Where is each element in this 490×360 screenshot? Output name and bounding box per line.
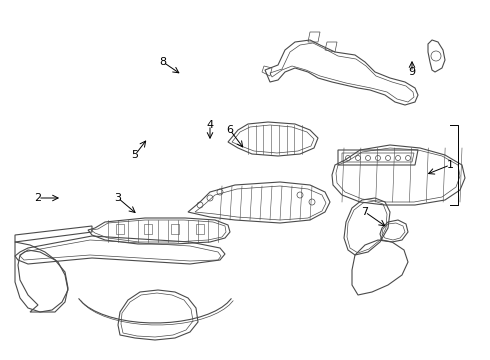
Text: 4: 4 [206, 120, 214, 130]
Text: 2: 2 [34, 193, 42, 203]
Text: 6: 6 [226, 125, 234, 135]
Bar [196, 224, 204, 234]
Text: 8: 8 [159, 57, 167, 67]
Bar [144, 224, 152, 234]
Text: 1: 1 [446, 160, 454, 170]
Bar [171, 224, 179, 234]
Bar [116, 224, 124, 234]
Text: 5: 5 [131, 150, 139, 160]
Text: 7: 7 [362, 207, 368, 217]
Text: 3: 3 [115, 193, 122, 203]
Text: 9: 9 [409, 67, 416, 77]
